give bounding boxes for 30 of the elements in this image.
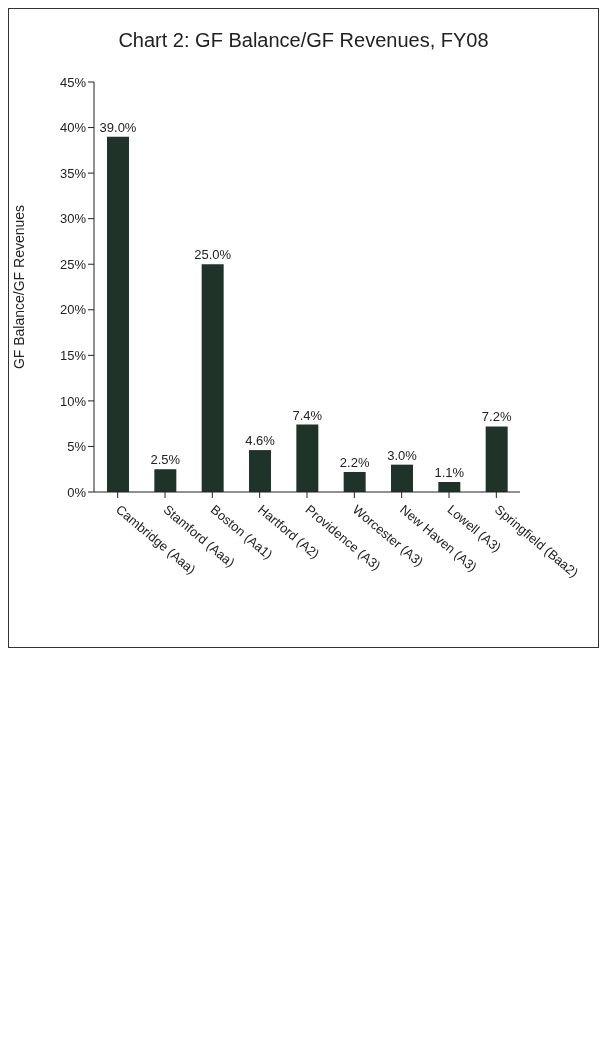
bar xyxy=(343,471,366,492)
bar xyxy=(154,469,177,492)
bar xyxy=(438,481,461,492)
data-label: 2.2% xyxy=(339,454,370,470)
bar xyxy=(107,136,129,492)
y-tick-label: 5% xyxy=(67,439,87,455)
y-tick-label: 20% xyxy=(59,302,87,318)
data-label: 25.0% xyxy=(194,247,232,263)
bar xyxy=(201,264,224,492)
data-label: 2.5% xyxy=(150,452,181,468)
y-axis-title: GF Balance/GF Revenues xyxy=(10,204,27,370)
bar xyxy=(296,424,319,492)
data-label: 7.4% xyxy=(292,407,323,423)
y-tick-label: 40% xyxy=(59,120,87,136)
y-tick-label: 15% xyxy=(59,347,87,363)
y-tick-label: 10% xyxy=(59,393,87,409)
bar xyxy=(391,464,413,492)
data-label: 7.2% xyxy=(481,409,512,425)
y-tick-label: 30% xyxy=(59,211,87,227)
y-tick-label: 35% xyxy=(59,165,87,181)
y-tick-label: 25% xyxy=(59,256,87,272)
chart-title: Chart 2: GF Balance/GF Revenues, FY08 xyxy=(117,29,490,52)
data-label: 3.0% xyxy=(387,447,418,463)
y-tick-label: 0% xyxy=(67,484,87,500)
y-tick-label: 45% xyxy=(59,74,87,90)
bar xyxy=(485,426,508,492)
bar xyxy=(249,450,271,492)
data-label: 39.0% xyxy=(99,119,137,135)
data-label: 1.1% xyxy=(434,464,465,480)
data-label: 4.6% xyxy=(245,433,276,449)
